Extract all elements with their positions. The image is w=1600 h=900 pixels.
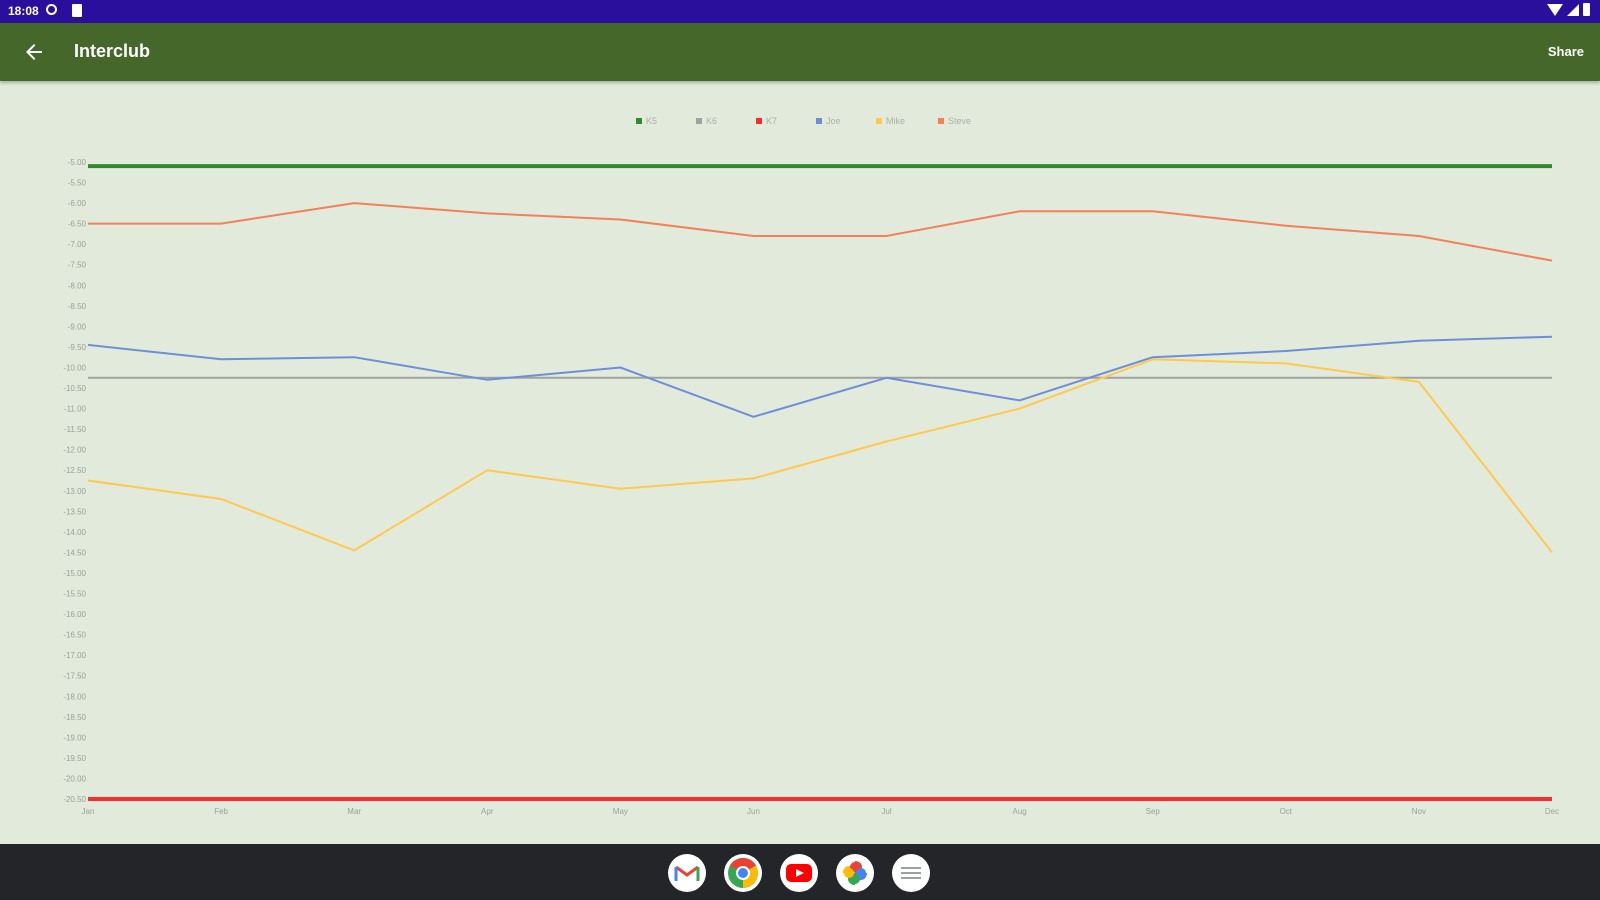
y-tick-label: -5.50 xyxy=(68,179,87,188)
y-tick-label: -14.50 xyxy=(63,548,86,557)
y-tick-label: -5.00 xyxy=(68,158,87,167)
y-tick-label: -7.50 xyxy=(68,261,87,270)
x-tick-label: Nov xyxy=(1412,807,1426,816)
legend-label: Steve xyxy=(948,116,971,126)
signal-icon xyxy=(1567,3,1579,16)
wifi-icon xyxy=(1547,3,1563,16)
page-title: Interclub xyxy=(74,41,151,61)
legend-label: Mike xyxy=(886,116,905,126)
y-tick-label: -9.00 xyxy=(68,322,87,331)
x-tick-label: Feb xyxy=(214,807,228,816)
legend-swatch xyxy=(636,118,642,124)
legend-label: K7 xyxy=(766,116,777,126)
back-button[interactable] xyxy=(16,36,52,68)
y-tick-label: -11.00 xyxy=(64,405,87,414)
y-tick-label: -9.50 xyxy=(68,343,87,352)
share-button[interactable]: Share xyxy=(1547,44,1584,59)
y-tick-label: -17.00 xyxy=(63,651,86,660)
x-tick-label: Jan xyxy=(82,807,95,816)
legend-label: K5 xyxy=(646,116,657,126)
x-tick-label: Apr xyxy=(481,807,494,816)
status-time: 18:08 xyxy=(8,4,39,18)
x-tick-label: May xyxy=(613,807,628,816)
y-tick-label: -13.00 xyxy=(63,487,86,496)
sd-card-icon xyxy=(72,4,82,17)
y-tick-label: -19.50 xyxy=(63,754,86,763)
legend-swatch xyxy=(938,118,944,124)
y-tick-label: -7.00 xyxy=(68,240,87,249)
gmail-icon[interactable] xyxy=(668,854,706,892)
x-tick-label: Sep xyxy=(1146,807,1161,816)
legend-swatch xyxy=(876,118,882,124)
y-axis-ticks: -5.00 -5.50 -6.00 -6.50 -7.00 -7.50 -8.00 -8.50… xyxy=(63,158,86,804)
y-tick-label: -13.50 xyxy=(63,507,86,516)
legend-label: Joe xyxy=(826,116,841,126)
x-axis-ticks: Jan Feb Mar Apr May Jun Jul Aug Sep Oct Nov Dec xyxy=(82,807,1560,816)
legend-swatch xyxy=(696,118,702,124)
status-icons xyxy=(1547,3,1590,16)
app-bar: Interclub Share xyxy=(0,23,1600,81)
status-bar: 18:08 xyxy=(0,0,1600,23)
y-tick-label: -20.00 xyxy=(63,774,86,783)
y-tick-label: -6.00 xyxy=(68,199,87,208)
y-tick-label: -11.50 xyxy=(64,425,87,434)
y-tick-label: -18.00 xyxy=(63,692,86,701)
x-tick-label: Jun xyxy=(747,807,760,816)
y-tick-label: -19.00 xyxy=(63,733,86,742)
chrome-icon[interactable] xyxy=(724,854,762,892)
chart-series xyxy=(87,164,1553,801)
y-tick-label: -20.50 xyxy=(63,795,86,804)
x-tick-label: Mar xyxy=(347,807,361,816)
app-drawer-icon[interactable] xyxy=(892,854,930,892)
y-tick-label: -12.50 xyxy=(63,466,86,475)
y-tick-label: -14.00 xyxy=(63,528,86,537)
app-dock xyxy=(668,854,930,892)
y-tick-label: -10.00 xyxy=(63,363,86,372)
chart-area: K5 K6 K7 Joe Mike Steve -5.00 -5.50 -6.00 -6.50-… xyxy=(0,81,1600,844)
y-tick-label: -10.50 xyxy=(63,384,86,393)
arrow-back-icon xyxy=(26,44,42,60)
dnd-icon xyxy=(46,4,57,15)
y-tick-label: -8.00 xyxy=(68,281,87,290)
x-tick-label: Oct xyxy=(1280,807,1293,816)
navigation-bar xyxy=(0,844,1600,900)
x-tick-label: Dec xyxy=(1545,807,1559,816)
y-tick-label: -17.50 xyxy=(63,672,86,681)
legend-swatch xyxy=(816,118,822,124)
x-tick-label: Jul xyxy=(881,807,891,816)
y-tick-label: -16.50 xyxy=(63,631,86,640)
y-tick-label: -16.00 xyxy=(63,610,86,619)
y-tick-label: -15.50 xyxy=(63,590,86,599)
series-line-steve xyxy=(88,202,1553,262)
x-tick-label: Aug xyxy=(1013,807,1027,816)
youtube-icon[interactable] xyxy=(780,854,818,892)
y-tick-label: -18.50 xyxy=(63,713,86,722)
legend-swatch xyxy=(756,118,762,124)
series-line-joe xyxy=(87,335,1553,418)
legend-label: K6 xyxy=(706,116,717,126)
y-tick-label: -8.50 xyxy=(68,302,87,311)
line-chart: K5 K6 K7 Joe Mike Steve -5.00-5.50-6.00-6.50-… xyxy=(63,116,1560,816)
photos-icon[interactable] xyxy=(836,854,874,892)
series-line-mike xyxy=(87,358,1553,554)
y-tick-label: -15.00 xyxy=(63,569,86,578)
y-tick-label: -12.00 xyxy=(63,446,86,455)
chart-legend: K5 K6 K7 Joe Mike Steve xyxy=(636,116,971,126)
battery-icon xyxy=(1583,3,1590,16)
y-tick-label: -6.50 xyxy=(68,220,87,229)
